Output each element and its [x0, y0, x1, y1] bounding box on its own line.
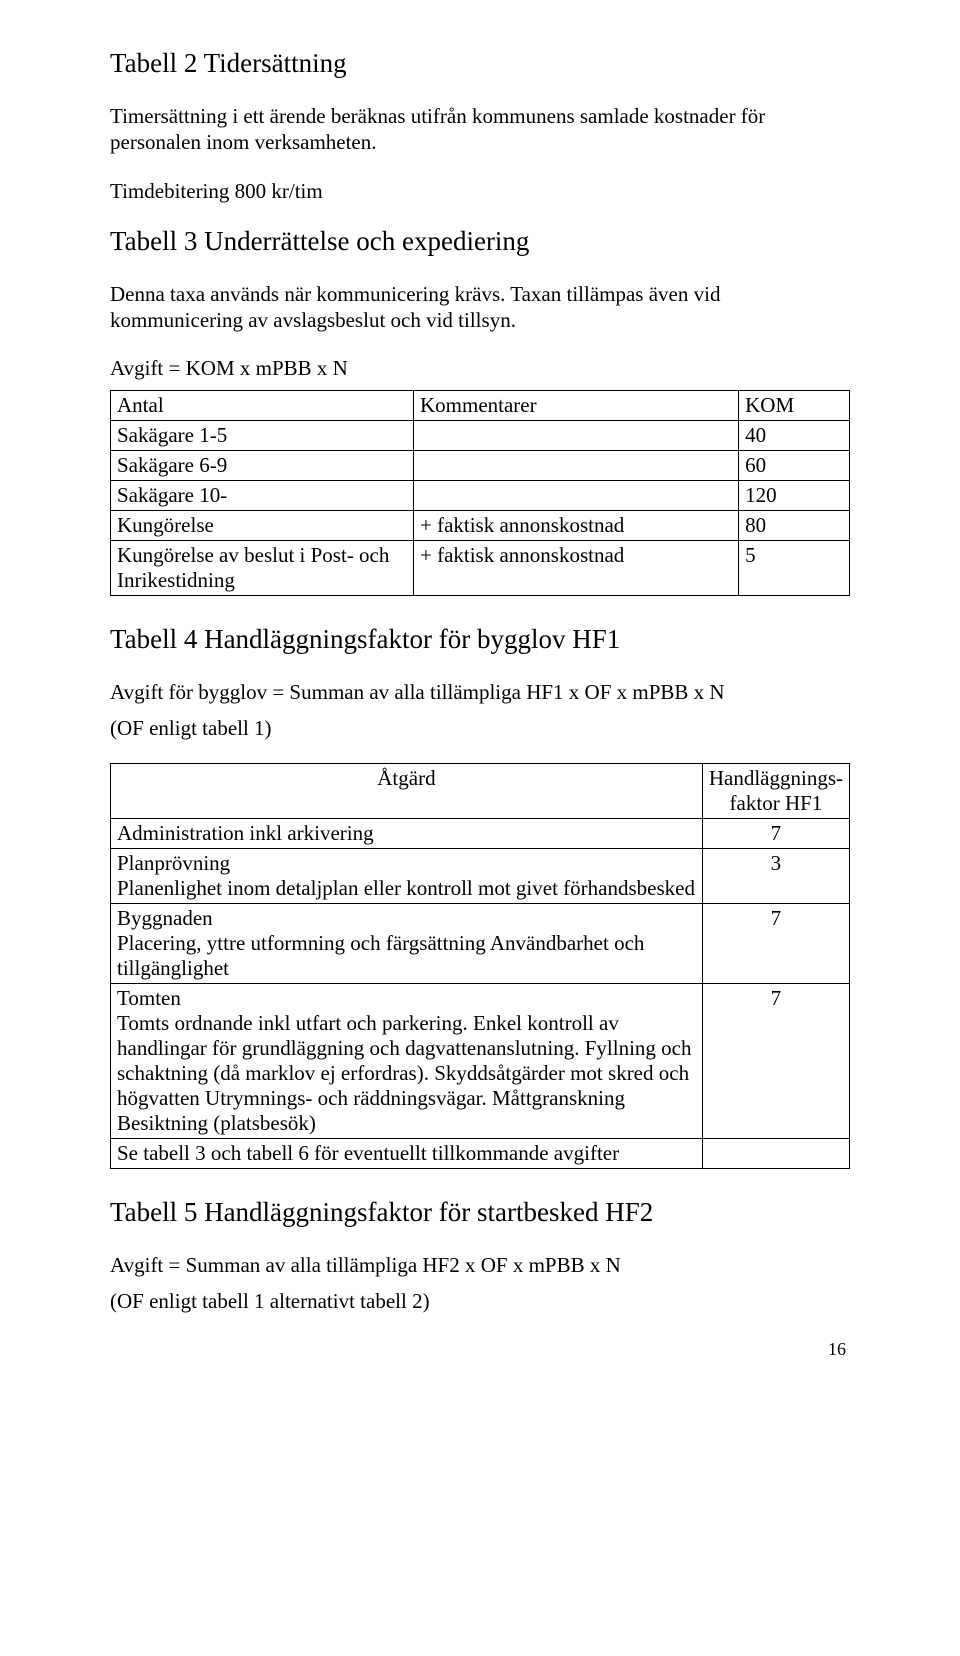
section2-p1: Denna taxa används när kommunicering krä… [110, 281, 850, 334]
table-cell: + faktisk annonskostnad [413, 510, 738, 540]
table-hf1: Åtgärd Handläggnings-faktor HF1 Administ… [110, 763, 850, 1169]
table-row: Sakägare 10- 120 [111, 480, 850, 510]
page-number: 16 [110, 1339, 850, 1360]
table-cell: Administration inkl arkivering [111, 819, 703, 849]
table-cell [413, 420, 738, 450]
table-row: Kungörelse + faktisk annonskostnad 80 [111, 510, 850, 540]
table-cell: 7 [702, 904, 849, 984]
table-cell [413, 450, 738, 480]
section1-p2: Timdebitering 800 kr/tim [110, 178, 850, 204]
table-cell [702, 1139, 849, 1169]
section2-heading: Tabell 3 Underrättelse och expediering [110, 226, 850, 257]
table-cell [413, 480, 738, 510]
table-cell: + faktisk annonskostnad [413, 540, 738, 595]
section4-p1b: (OF enligt tabell 1 alternativt tabell 2… [110, 1288, 850, 1314]
table-cell: 5 [739, 540, 850, 595]
table-row: Sakägare 1-5 40 [111, 420, 850, 450]
section1-heading: Tabell 2 Tidersättning [110, 48, 850, 79]
table-row: PlanprövningPlanenlighet inom detaljplan… [111, 849, 850, 904]
table-cell: 60 [739, 450, 850, 480]
table-cell: Sakägare 1-5 [111, 420, 414, 450]
table-header-cell: Kommentarer [413, 390, 738, 420]
table-row: Antal Kommentarer KOM [111, 390, 850, 420]
section1-p1: Timersättning i ett ärende beräknas utif… [110, 103, 850, 156]
section3-p1b: (OF enligt tabell 1) [110, 715, 850, 741]
table-row: Administration inkl arkivering 7 [111, 819, 850, 849]
table-cell: 3 [702, 849, 849, 904]
table-row: ByggnadenPlacering, yttre utformning och… [111, 904, 850, 984]
table-cell: Se tabell 3 och tabell 6 för eventuellt … [111, 1139, 703, 1169]
table-cell: Kungörelse av beslut i Post- och Inrikes… [111, 540, 414, 595]
table-row: TomtenTomts ordnande inkl utfart och par… [111, 984, 850, 1139]
section4-heading: Tabell 5 Handläggningsfaktor för startbe… [110, 1197, 850, 1228]
table-header-cell: Handläggnings-faktor HF1 [702, 764, 849, 819]
table-cell: Sakägare 6-9 [111, 450, 414, 480]
table-kom: Antal Kommentarer KOM Sakägare 1-5 40 Sa… [110, 390, 850, 596]
table-cell: 40 [739, 420, 850, 450]
table-cell: 120 [739, 480, 850, 510]
table-row: Se tabell 3 och tabell 6 för eventuellt … [111, 1139, 850, 1169]
table-header-cell: Åtgärd [111, 764, 703, 819]
table-row: Åtgärd Handläggnings-faktor HF1 [111, 764, 850, 819]
table-row: Kungörelse av beslut i Post- och Inrikes… [111, 540, 850, 595]
table-cell: PlanprövningPlanenlighet inom detaljplan… [111, 849, 703, 904]
table-cell: 7 [702, 984, 849, 1139]
table-header-cell: Antal [111, 390, 414, 420]
table-row: Sakägare 6-9 60 [111, 450, 850, 480]
table-cell: TomtenTomts ordnande inkl utfart och par… [111, 984, 703, 1139]
table-cell: 80 [739, 510, 850, 540]
table-cell: ByggnadenPlacering, yttre utformning och… [111, 904, 703, 984]
table-cell: 7 [702, 819, 849, 849]
table-cell: Sakägare 10- [111, 480, 414, 510]
table-cell: Kungörelse [111, 510, 414, 540]
section3-heading: Tabell 4 Handläggningsfaktor för bygglov… [110, 624, 850, 655]
table-header-cell: KOM [739, 390, 850, 420]
section4-p1: Avgift = Summan av alla tillämpliga HF2 … [110, 1252, 850, 1278]
section2-formula: Avgift = KOM x mPBB x N [110, 355, 850, 381]
section3-p1: Avgift för bygglov = Summan av alla till… [110, 679, 850, 705]
